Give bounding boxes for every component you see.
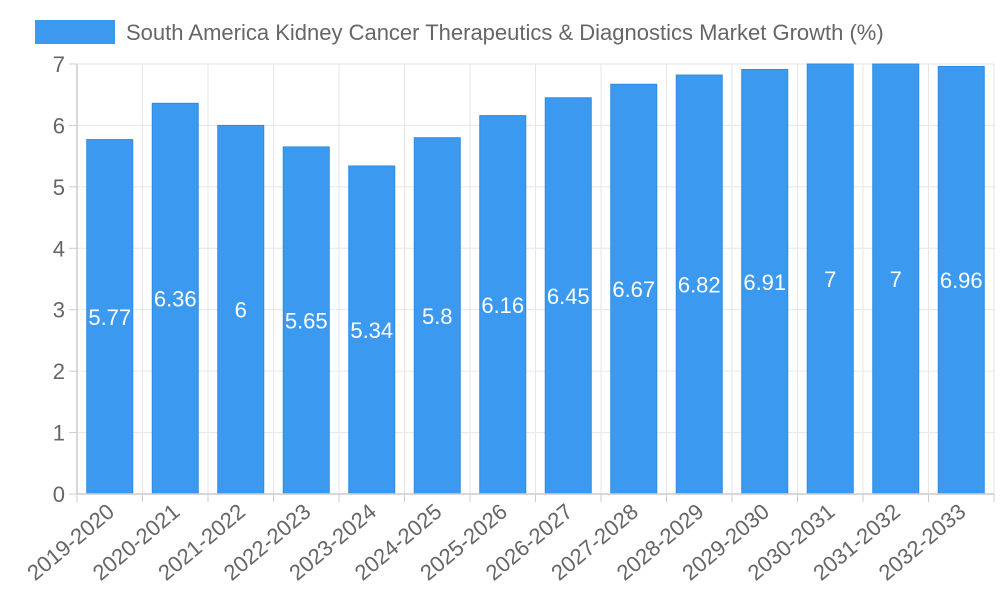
bar-value-label: 6.91 [743,270,786,295]
bar-value-label: 6.16 [481,293,524,318]
bar-value-label: 7 [890,267,902,292]
bar[interactable] [282,146,330,495]
grid-layer [76,63,995,495]
bar[interactable] [413,137,461,495]
y-tick-label: 0 [53,482,65,507]
y-tick-label: 5 [53,175,65,200]
bar[interactable] [675,74,723,495]
legend-swatch[interactable] [35,20,115,44]
y-tick-label: 4 [53,236,65,261]
y-tick-label: 6 [53,113,65,138]
bar-value-label: 6.67 [612,277,655,302]
legend[interactable]: South America Kidney Cancer Therapeutics… [35,20,884,45]
bar-value-label: 6 [235,298,247,323]
bar-value-label: 5.34 [350,318,393,343]
bar-value-label: 7 [824,267,836,292]
bar[interactable] [610,83,658,495]
y-tick-label: 2 [53,359,65,384]
bar-value-label: 5.65 [285,308,328,333]
bar[interactable] [86,139,134,495]
bars-layer [86,63,985,495]
legend-label[interactable]: South America Kidney Cancer Therapeutics… [126,20,884,45]
bar[interactable] [544,97,592,495]
bar-value-label: 6.82 [678,273,721,298]
bar-value-label: 6.45 [547,284,590,309]
bar[interactable] [348,165,396,495]
y-tick-label: 7 [53,52,65,77]
bar[interactable] [217,124,265,495]
bar[interactable] [872,63,920,495]
y-tick-label: 3 [53,298,65,323]
bar[interactable] [806,63,854,495]
bar-value-label: 5.77 [88,305,131,330]
bar-labels-layer: 5.77 6.36 6 5.65 5.34 5.8 6.16 6.45 6.67 6.82 6.91… [88,267,982,343]
bar-value-label: 6.36 [154,287,197,312]
bar-value-label: 5.8 [422,304,453,329]
bar-value-label: 6.96 [940,268,983,293]
bar[interactable] [151,102,199,495]
bar[interactable] [741,69,789,495]
bar[interactable] [479,115,527,495]
y-tick-label: 1 [53,421,65,446]
